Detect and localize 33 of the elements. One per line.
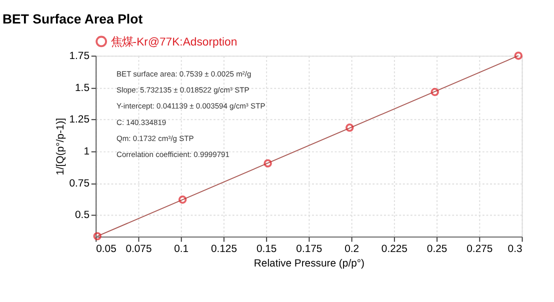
annotation: Y-intercept: 0.041139 ± 0.003594 g/cm³ STP	[116, 102, 266, 111]
x-tick-label: 0.275	[466, 244, 493, 256]
point	[514, 52, 523, 60]
point	[346, 124, 354, 132]
annotation: Correlation coefficient: 0.9999791	[116, 150, 230, 160]
y-tick-label: 1	[84, 146, 90, 158]
point	[93, 232, 102, 240]
legend-label: 焦煤-Kr@77K:Adsorption	[110, 36, 238, 48]
x-tick-label: 0.075	[126, 244, 152, 256]
x-tick-label: 0.125	[210, 244, 238, 256]
y-tick-label: 1.5	[75, 82, 90, 94]
y-tick-label: 1.25	[69, 114, 90, 126]
annotation: Slope: 5.732135 ± 0.018522 g/cm³ STP	[116, 86, 250, 95]
x-tick-label: 0.3	[508, 244, 522, 256]
annotation: Qm: 0.1732 cm³/g STP	[116, 134, 194, 143]
x-tick-label: 0.05	[96, 244, 117, 256]
annotation: BET surface area: 0.7539 ± 0.0025 m²/g	[116, 70, 252, 79]
x-tick-label: 0.15	[256, 244, 277, 256]
x-axis-title: Relative Pressure (p/p°)	[254, 258, 364, 270]
point	[430, 88, 439, 96]
y-tick-label: 1.75	[69, 51, 90, 62]
y-tick-label: 0.75	[69, 178, 90, 190]
x-tick-label: 0.2	[344, 244, 360, 256]
x-tick-label: 0.1	[174, 244, 189, 256]
y-axis-title: 1/[Q(p°/p-1)]	[56, 118, 67, 176]
point	[178, 196, 187, 204]
chart-title: BET Surface Area Plot	[2, 11, 144, 26]
point	[264, 159, 272, 168]
y-tick-label: 0.5	[75, 210, 90, 222]
x-tick-label: 0.25	[426, 244, 448, 256]
annotation: C: 140.334819	[116, 118, 166, 127]
x-tick-label: 0.225	[381, 244, 408, 256]
x-tick-label: 0.175	[296, 244, 322, 256]
